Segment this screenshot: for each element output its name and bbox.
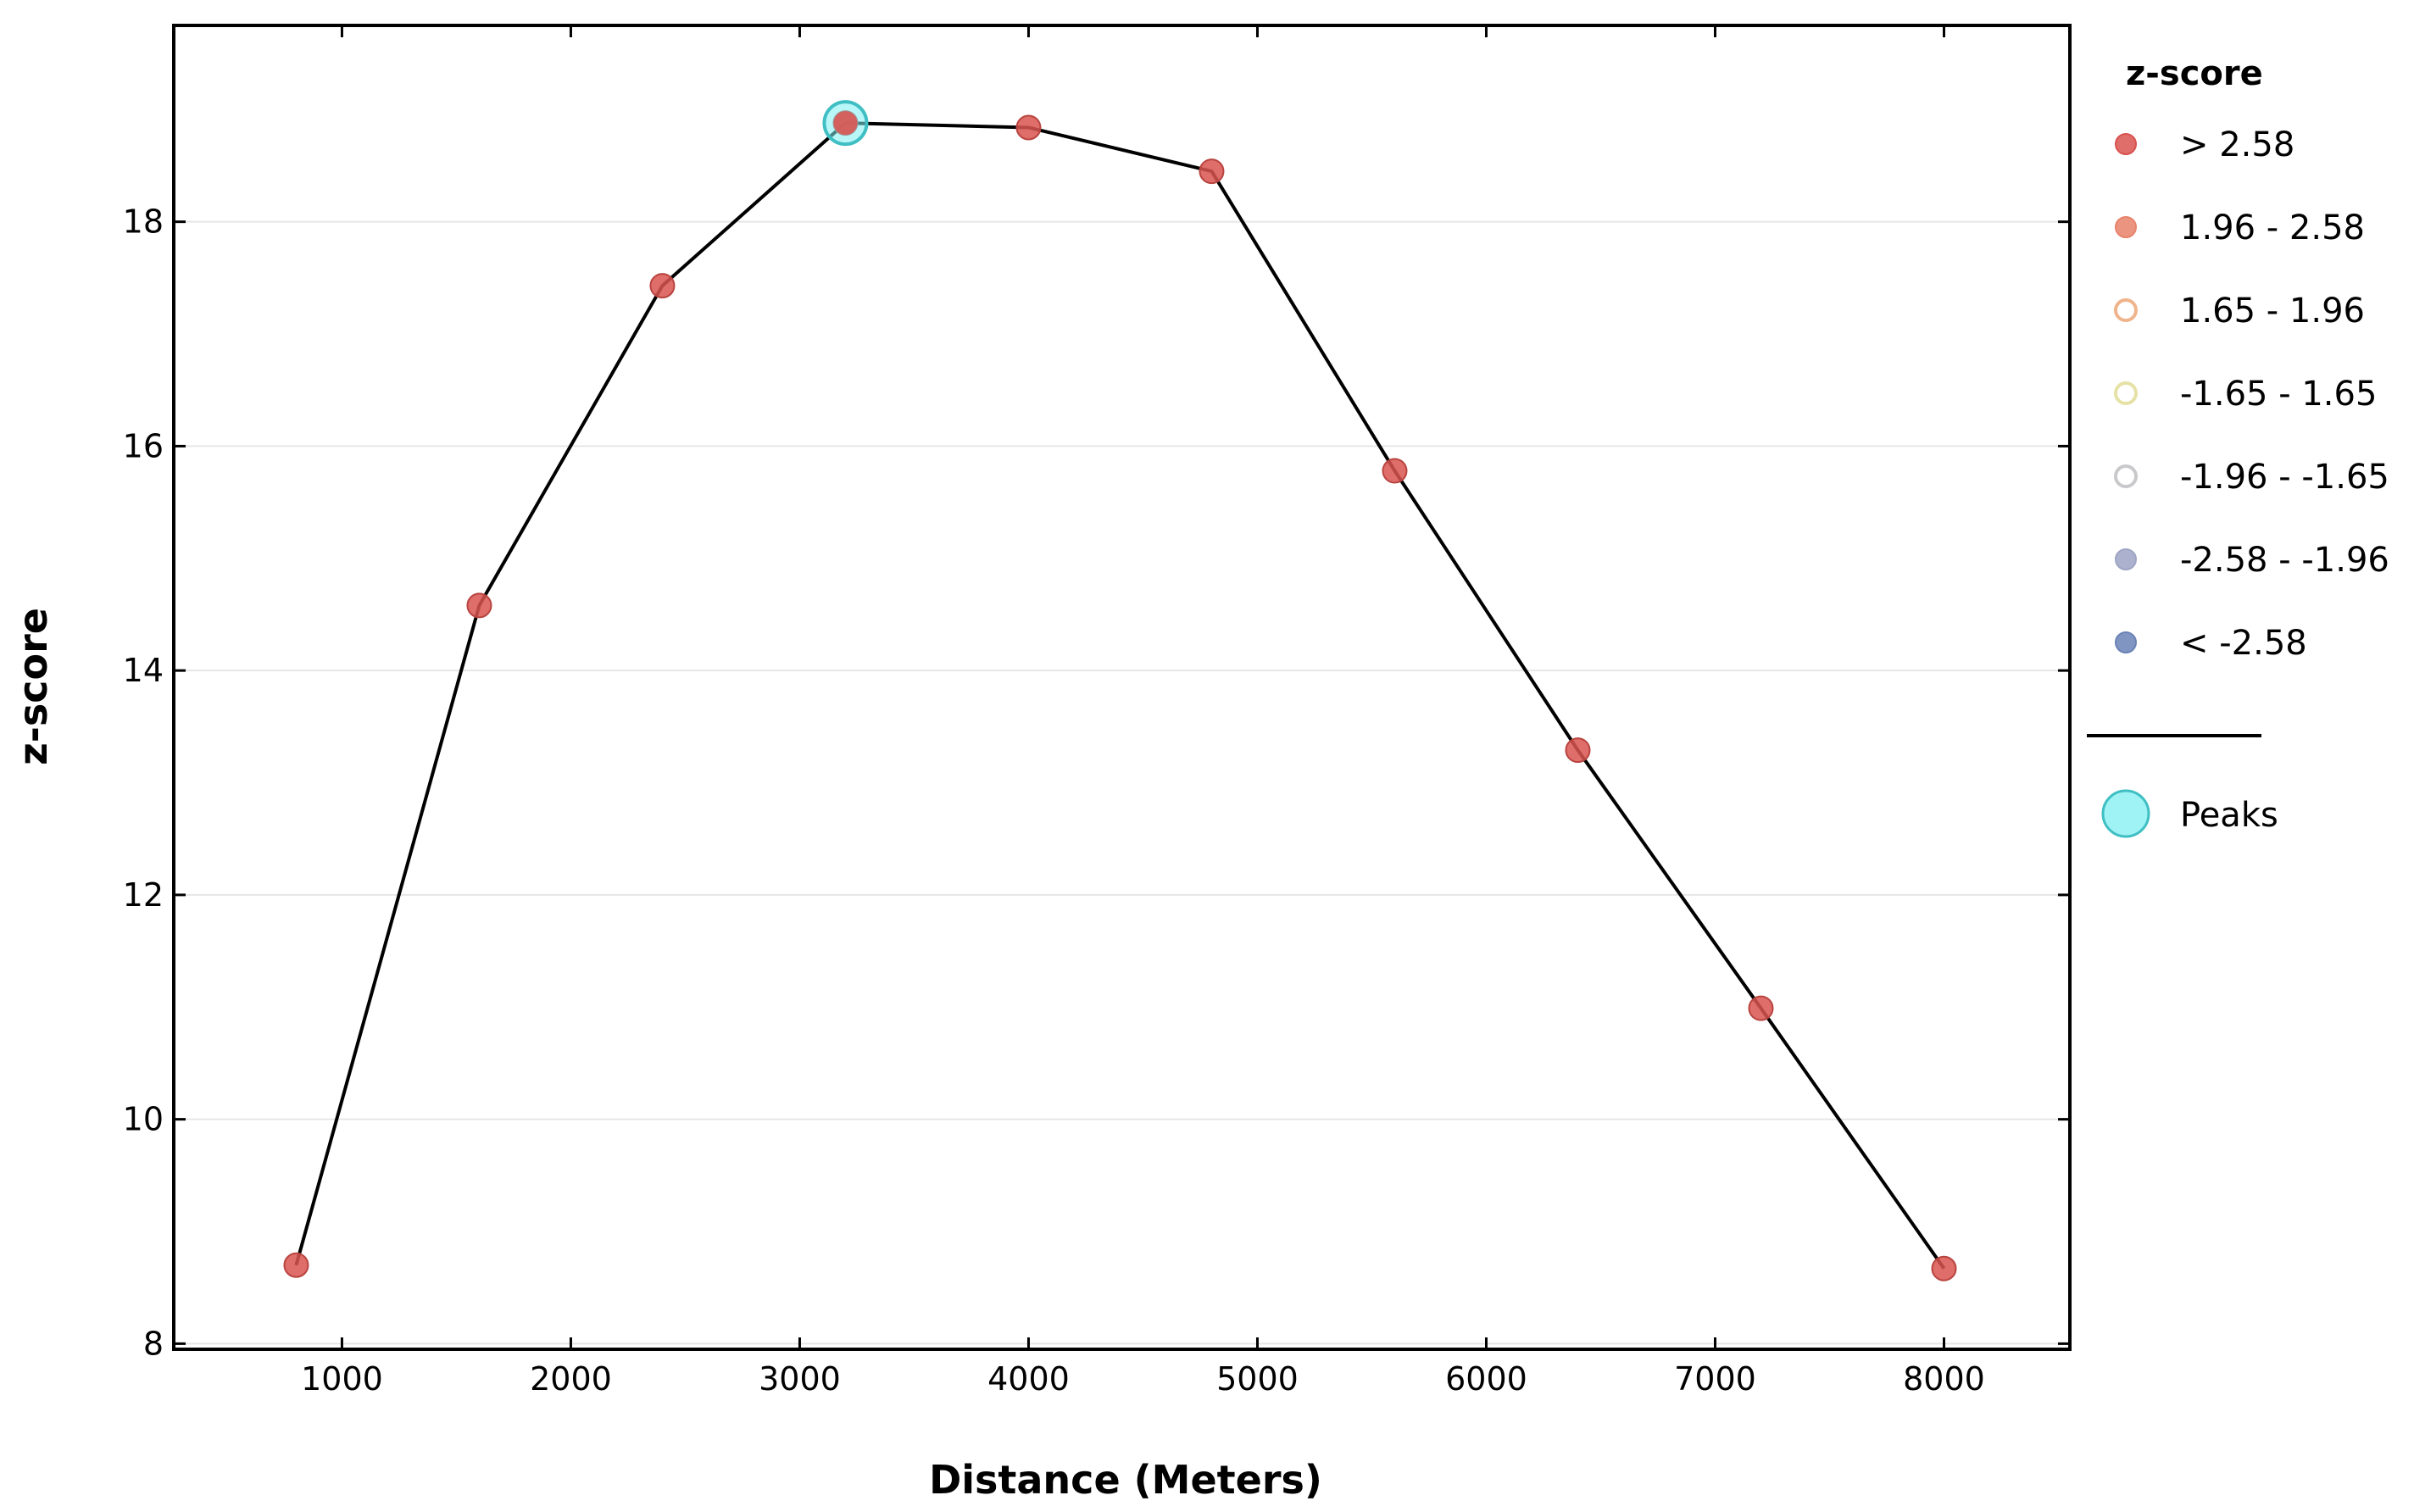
legend-peaks-marker [2101, 789, 2150, 838]
series-line [294, 121, 1946, 1270]
legend-title: z-score [2126, 54, 2263, 93]
x-tick-label: 6000 [1445, 1360, 1527, 1398]
x-axis-title: Distance (Meters) [929, 1457, 1322, 1503]
y-tick-label: 14 [123, 652, 164, 689]
y-tick-label: 10 [123, 1101, 164, 1138]
y-tick-label: 16 [123, 427, 164, 464]
x-tick-label: 3000 [759, 1360, 841, 1398]
plot-area-frame [172, 24, 2072, 1351]
legend-label: 1.96 - 2.58 [2180, 208, 2365, 247]
data-point [1015, 114, 1042, 141]
y-tick-label: 8 [143, 1325, 164, 1362]
legend-label: 1.65 - 1.96 [2180, 292, 2365, 331]
x-tick-label: 4000 [987, 1360, 1070, 1398]
x-tick-label: 5000 [1216, 1360, 1299, 1398]
legend-label: -2.58 - -1.96 [2180, 541, 2389, 580]
data-point [649, 273, 676, 299]
legend-marker [2114, 381, 2138, 405]
legend-marker [2114, 298, 2138, 322]
data-point [1748, 995, 1774, 1021]
axis-ticks: 8 10 12 14 16 18 1000 2000 3000 4000 5000 6000 7000 8… [123, 25, 2070, 1398]
legend-label: -1.96 - -1.65 [2180, 458, 2389, 497]
peak-data-point [833, 111, 858, 136]
x-tick-label: 8000 [1903, 1360, 1985, 1398]
series-line-0 [294, 121, 1946, 1270]
gridlines [174, 220, 2070, 1345]
legend: z-score > 2.58 1.96 - 2.58 1.65 - 1.96 -1.6… [2087, 54, 2389, 838]
legend-items: > 2.58 1.96 - 2.58 1.65 - 1.96 -1.65 - 1.65… [2114, 125, 2389, 663]
data-point [283, 1252, 309, 1278]
legend-label: > 2.58 [2180, 125, 2294, 164]
data-point [1931, 1255, 1957, 1281]
y-tick-label: 12 [123, 876, 164, 914]
data-point [1382, 458, 1408, 484]
data-point [1565, 737, 1591, 764]
y-axis-title: z-score [10, 608, 56, 765]
y-tick-label: 18 [123, 203, 164, 241]
legend-marker [2114, 464, 2138, 488]
legend-marker [2115, 631, 2137, 653]
x-tick-label: 1000 [301, 1360, 383, 1398]
x-tick-label: 7000 [1674, 1360, 1756, 1398]
legend-marker [2115, 133, 2137, 155]
legend-label: -1.65 - 1.65 [2180, 375, 2377, 414]
legend-peaks-label: Peaks [2180, 796, 2278, 835]
legend-marker [2115, 216, 2137, 238]
legend-marker [2115, 548, 2137, 570]
data-point [466, 592, 492, 619]
legend-label: < -2.58 [2180, 624, 2307, 663]
data-point [1199, 158, 1225, 185]
peak-markers [822, 100, 869, 147]
x-tick-label: 2000 [530, 1360, 612, 1398]
